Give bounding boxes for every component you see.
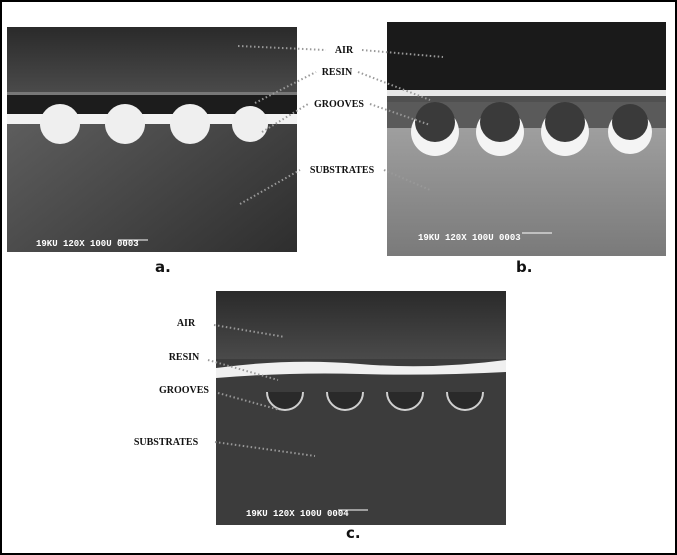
label-c-air: AIR (177, 318, 196, 329)
label-c-substrates: SUBSTRATES (134, 437, 199, 448)
label-c-grooves: GROOVES (159, 385, 209, 396)
figure: 19KU 120X 100U 0003 a. 19KU 120X 100U 00… (0, 0, 677, 555)
info-c: 19KU 120X 100U 0004 (246, 509, 349, 519)
label-c-resin: RESIN (169, 352, 200, 363)
info-a: 19KU 120X 100U 0003 (36, 239, 139, 249)
label-air: AIR (335, 45, 354, 56)
label-resin: RESIN (322, 67, 353, 78)
label-substrates: SUBSTRATES (310, 165, 375, 176)
panel-label-c: c. (346, 524, 361, 542)
panel-label-b: b. (516, 258, 532, 276)
micrograph-c: 19KU 120X 100U 0004 (216, 291, 506, 525)
info-b: 19KU 120X 100U 0003 (418, 233, 521, 243)
panel-label-a: a. (155, 258, 171, 276)
micrograph-b: 19KU 120X 100U 0003 (387, 22, 666, 256)
micrograph-a: 19KU 120X 100U 0003 (7, 27, 297, 252)
label-grooves: GROOVES (314, 99, 364, 110)
